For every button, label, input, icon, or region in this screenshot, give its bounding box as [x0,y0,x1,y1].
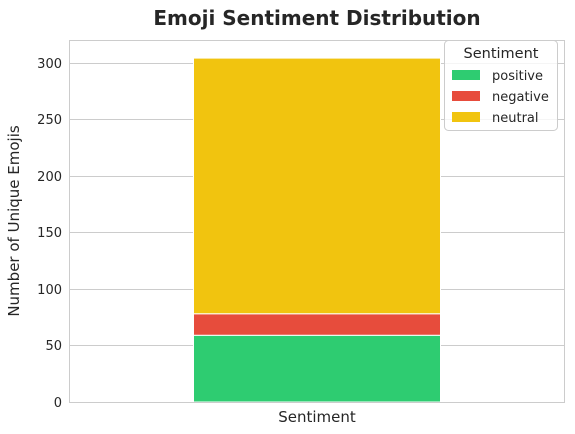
chart-title: Emoji Sentiment Distribution [153,6,480,30]
legend-swatch-negative [452,91,480,101]
y-tick-label: 50 [45,339,62,354]
legend-title: Sentiment [464,46,539,62]
legend-label-neutral: neutral [492,111,539,126]
y-tick-label: 0 [54,396,62,411]
bar-segment-negative [194,314,441,335]
y-tick-label: 200 [37,170,62,185]
y-axis-ticks: 0 50 100 150 200 250 300 [37,57,62,411]
y-tick-label: 100 [37,283,62,298]
bar-segment-neutral [194,58,441,314]
bar-stack [194,58,441,402]
legend: Sentiment positive negative neutral [445,41,558,131]
legend-label-positive: positive [492,69,543,84]
y-tick-label: 150 [37,226,62,241]
legend-swatch-neutral [452,112,480,122]
legend-items: positive negative neutral [452,69,549,126]
x-tick-label: Sentiment [278,408,356,426]
y-axis-label: Number of Unique Emojis [5,125,23,317]
y-tick-label: 300 [37,57,62,72]
legend-label-negative: negative [492,90,549,105]
legend-swatch-positive [452,70,480,80]
y-tick-label: 250 [37,113,62,128]
bar-segment-positive [194,335,441,402]
x-axis-ticks: Sentiment [278,408,356,426]
